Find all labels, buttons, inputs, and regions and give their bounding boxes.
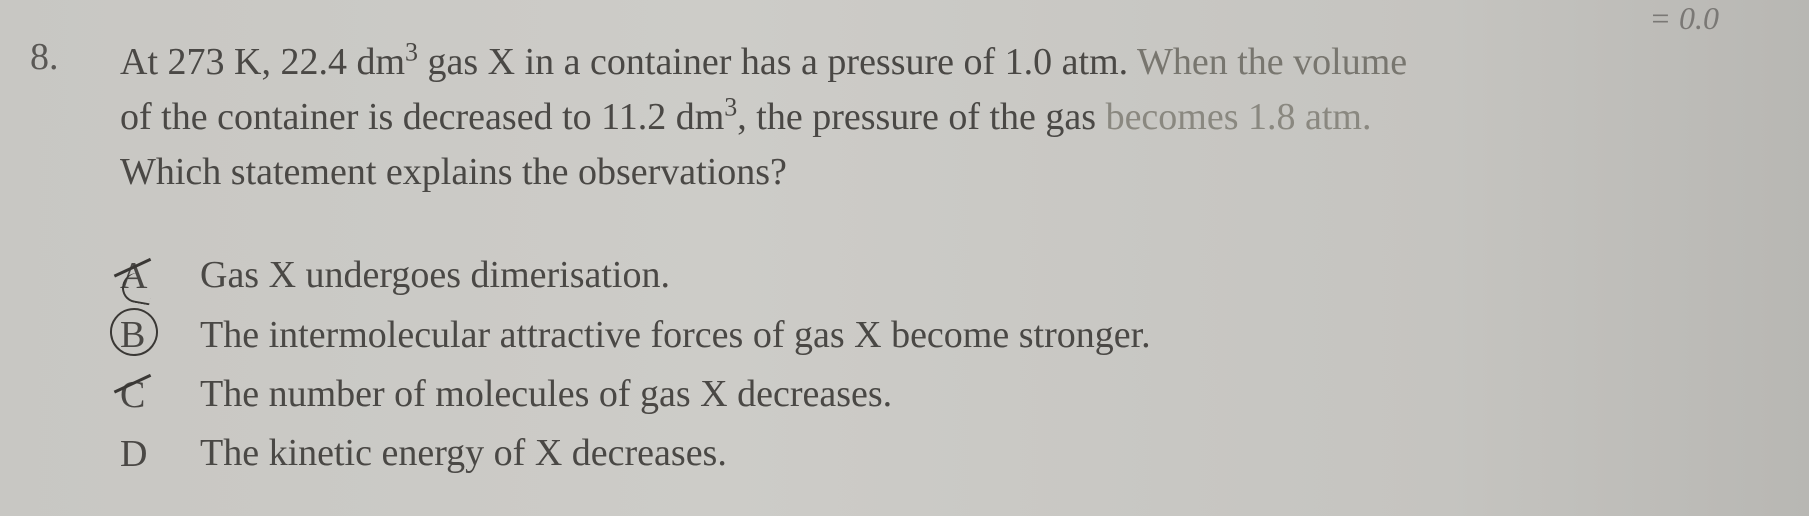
question-line1-part1: At 273 K, 22.4 dm xyxy=(120,41,405,83)
option-row-b: B The intermolecular attractive forces o… xyxy=(120,310,1759,361)
option-d-letter: D xyxy=(120,433,147,475)
option-label-b: B xyxy=(120,313,200,357)
pen-circle-mark-icon xyxy=(107,305,161,359)
question-line3: Which statement explains the observation… xyxy=(120,151,787,193)
question-container: 8. At 273 K, 22.4 dm3 gas X in a contain… xyxy=(30,35,1759,487)
question-number: 8. xyxy=(30,35,80,487)
question-body: At 273 K, 22.4 dm3 gas X in a container … xyxy=(120,35,1759,487)
question-line2-faded: becomes 1.8 atm. xyxy=(1106,96,1372,138)
option-row-a: A Gas X undergoes dimerisation. xyxy=(120,250,1759,301)
question-line2-sup1: 3 xyxy=(724,92,737,121)
option-row-c: C The number of molecules of gas X decre… xyxy=(120,369,1759,420)
option-label-c: C xyxy=(120,373,200,417)
page-fragment-text: = 0.0 xyxy=(1649,0,1719,37)
question-line1-sup1: 3 xyxy=(405,37,418,66)
option-a-text: Gas X undergoes dimerisation. xyxy=(200,250,670,301)
question-text: At 273 K, 22.4 dm3 gas X in a container … xyxy=(120,35,1759,200)
option-row-d: D The kinetic energy of X decreases. xyxy=(120,428,1759,479)
question-line2-part2: , the pressure of the gas xyxy=(737,96,1105,138)
question-line1-faded: When the volume xyxy=(1137,41,1407,83)
option-c-text: The number of molecules of gas X decreas… xyxy=(200,369,892,420)
question-line2-part1: of the container is decreased to 11.2 dm xyxy=(120,96,724,138)
option-b-text: The intermolecular attractive forces of … xyxy=(200,310,1151,361)
options-container: A Gas X undergoes dimerisation. B The in… xyxy=(120,250,1759,479)
question-line1-part2: gas X in a container has a pressure of 1… xyxy=(418,41,1137,83)
option-label-d: D xyxy=(120,432,200,476)
option-d-text: The kinetic energy of X decreases. xyxy=(200,428,727,479)
